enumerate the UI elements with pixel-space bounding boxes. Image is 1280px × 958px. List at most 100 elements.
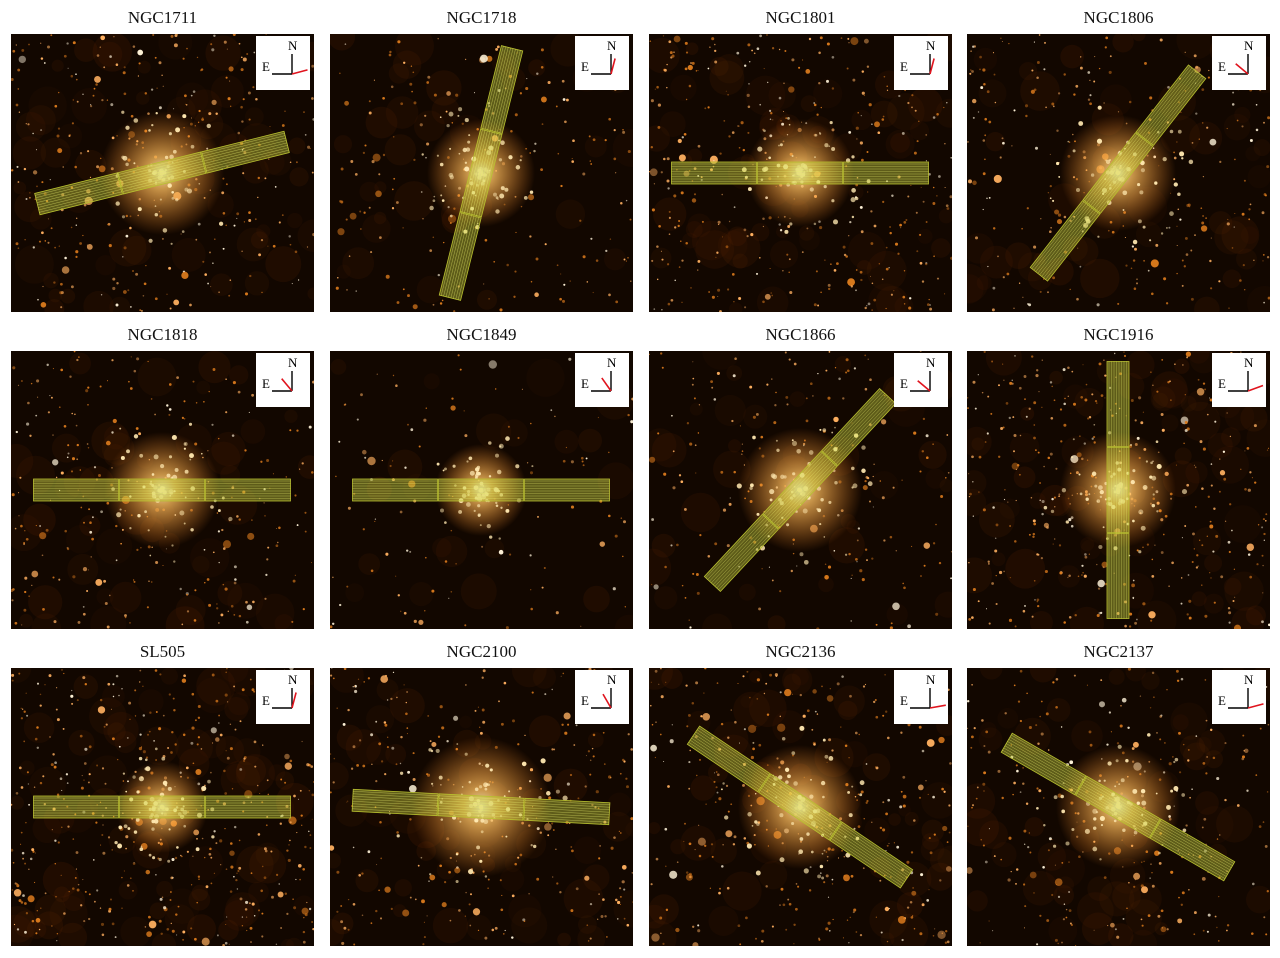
star <box>659 668 662 670</box>
star <box>1159 38 1163 42</box>
star <box>743 837 747 840</box>
star <box>105 723 108 726</box>
star <box>1151 872 1153 874</box>
star <box>971 683 973 686</box>
star <box>922 417 926 421</box>
star <box>692 925 695 928</box>
star <box>375 190 382 198</box>
star <box>758 607 762 611</box>
star <box>63 672 65 675</box>
star <box>683 840 685 842</box>
star <box>1149 96 1153 100</box>
star <box>907 195 910 198</box>
star <box>308 789 311 792</box>
star <box>89 530 93 534</box>
star <box>186 850 189 853</box>
star <box>347 928 350 931</box>
star <box>519 92 523 95</box>
star <box>920 575 922 577</box>
star <box>896 845 900 849</box>
star <box>828 929 831 932</box>
star <box>992 286 996 290</box>
star <box>100 35 106 41</box>
star <box>21 708 24 710</box>
star <box>1052 543 1054 545</box>
star <box>553 748 556 751</box>
star <box>500 908 504 912</box>
star <box>1201 544 1204 547</box>
star <box>309 147 311 150</box>
star <box>1084 398 1088 402</box>
star <box>245 916 248 918</box>
star <box>982 508 986 512</box>
star <box>74 413 76 416</box>
star <box>984 860 988 864</box>
star <box>984 441 987 443</box>
star <box>860 114 862 117</box>
star <box>821 685 823 688</box>
position-angle-arrow <box>1247 703 1264 709</box>
star <box>241 925 244 927</box>
star <box>627 733 630 736</box>
star <box>723 120 726 122</box>
star <box>969 72 972 75</box>
star <box>39 525 42 527</box>
star <box>61 266 70 274</box>
star <box>166 293 168 295</box>
star <box>312 380 314 384</box>
star <box>1110 409 1112 411</box>
star <box>1180 602 1183 605</box>
star <box>190 117 193 119</box>
star <box>661 366 664 369</box>
star <box>199 69 203 72</box>
star <box>733 835 737 839</box>
star <box>1026 692 1028 695</box>
star <box>828 738 832 742</box>
star <box>380 857 383 860</box>
star <box>196 56 199 59</box>
star <box>311 171 314 174</box>
star <box>115 63 119 66</box>
star <box>16 884 20 888</box>
star <box>597 918 599 920</box>
star <box>1057 213 1062 217</box>
star <box>61 789 63 791</box>
star <box>580 456 584 460</box>
star <box>182 57 185 60</box>
star <box>189 303 192 307</box>
star <box>1263 916 1266 919</box>
star <box>376 864 378 866</box>
star <box>694 849 696 851</box>
star <box>889 231 892 235</box>
star <box>1001 40 1003 43</box>
star <box>464 624 467 627</box>
star <box>1234 158 1236 161</box>
star <box>204 273 207 276</box>
star <box>191 726 195 730</box>
star <box>1014 355 1016 357</box>
compass-arrows <box>1228 371 1264 392</box>
star <box>50 396 53 399</box>
star <box>346 289 348 291</box>
star <box>238 42 241 45</box>
star <box>21 48 25 52</box>
star <box>555 105 558 108</box>
star <box>1205 719 1208 722</box>
star <box>982 782 986 786</box>
star <box>918 725 922 729</box>
star <box>1204 388 1207 391</box>
star <box>709 887 712 889</box>
star <box>98 474 101 477</box>
star <box>92 94 95 97</box>
star <box>426 915 428 917</box>
star <box>210 771 212 774</box>
star <box>827 565 832 569</box>
star <box>567 723 570 726</box>
star <box>1241 212 1245 216</box>
star <box>863 818 865 820</box>
star <box>903 221 907 224</box>
star <box>865 801 868 804</box>
star <box>72 838 75 840</box>
star <box>977 374 979 376</box>
star <box>444 881 447 884</box>
